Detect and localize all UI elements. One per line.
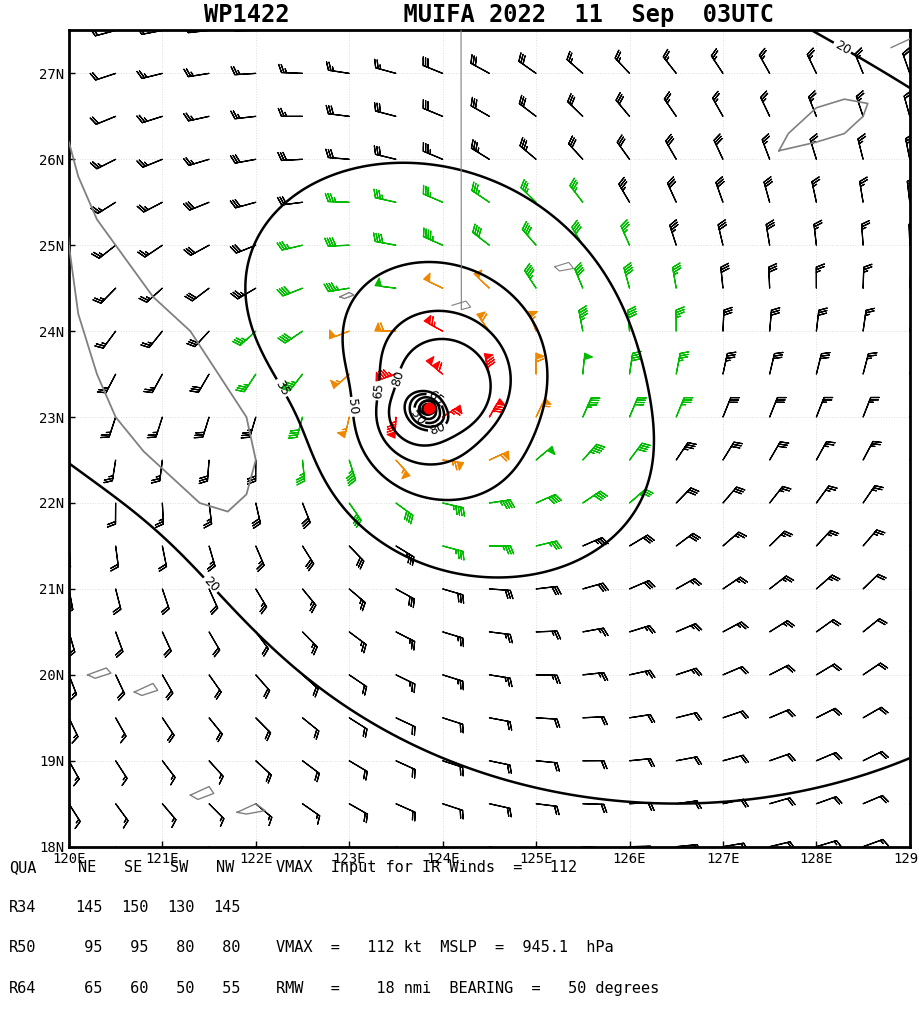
Text: R50: R50 [9, 940, 37, 955]
Text: 145: 145 [213, 900, 241, 916]
Text: 20: 20 [200, 575, 221, 595]
Text: 65: 65 [371, 382, 386, 400]
Text: 50: 50 [345, 399, 359, 416]
Text: R64: R64 [9, 981, 37, 996]
Text: 50: 50 [407, 407, 427, 427]
Text: 50: 50 [167, 981, 195, 996]
Text: SE: SE [124, 860, 142, 875]
Text: 35: 35 [272, 378, 291, 399]
Text: 60: 60 [121, 981, 149, 996]
Text: 95: 95 [121, 940, 149, 955]
Text: 80: 80 [167, 940, 195, 955]
Text: 80: 80 [213, 940, 241, 955]
Text: SW: SW [170, 860, 188, 875]
Text: QUA: QUA [9, 860, 37, 875]
Text: VMAX  =   112 kt  MSLP  =  945.1  hPa: VMAX = 112 kt MSLP = 945.1 hPa [276, 940, 613, 955]
Text: 150: 150 [121, 900, 149, 916]
Text: 65: 65 [425, 387, 446, 408]
Text: NW: NW [216, 860, 234, 875]
Text: 145: 145 [75, 900, 103, 916]
Title: WP1422        MUIFA 2022  11  Sep  03UTC: WP1422 MUIFA 2022 11 Sep 03UTC [204, 3, 775, 27]
Text: 65: 65 [75, 981, 103, 996]
Text: 130: 130 [167, 900, 195, 916]
Text: RMW   =    18 nmi  BEARING  =   50 degrees: RMW = 18 nmi BEARING = 50 degrees [276, 981, 659, 996]
Text: 20: 20 [833, 39, 853, 57]
Text: 95: 95 [75, 940, 103, 955]
Point [421, 401, 436, 417]
Text: 80: 80 [428, 421, 448, 438]
Text: R34: R34 [9, 900, 37, 916]
Text: 55: 55 [213, 981, 241, 996]
Text: NE: NE [78, 860, 96, 875]
Text: 80: 80 [389, 368, 406, 387]
Text: VMAX  Input for IR Winds  =   112: VMAX Input for IR Winds = 112 [276, 860, 577, 875]
